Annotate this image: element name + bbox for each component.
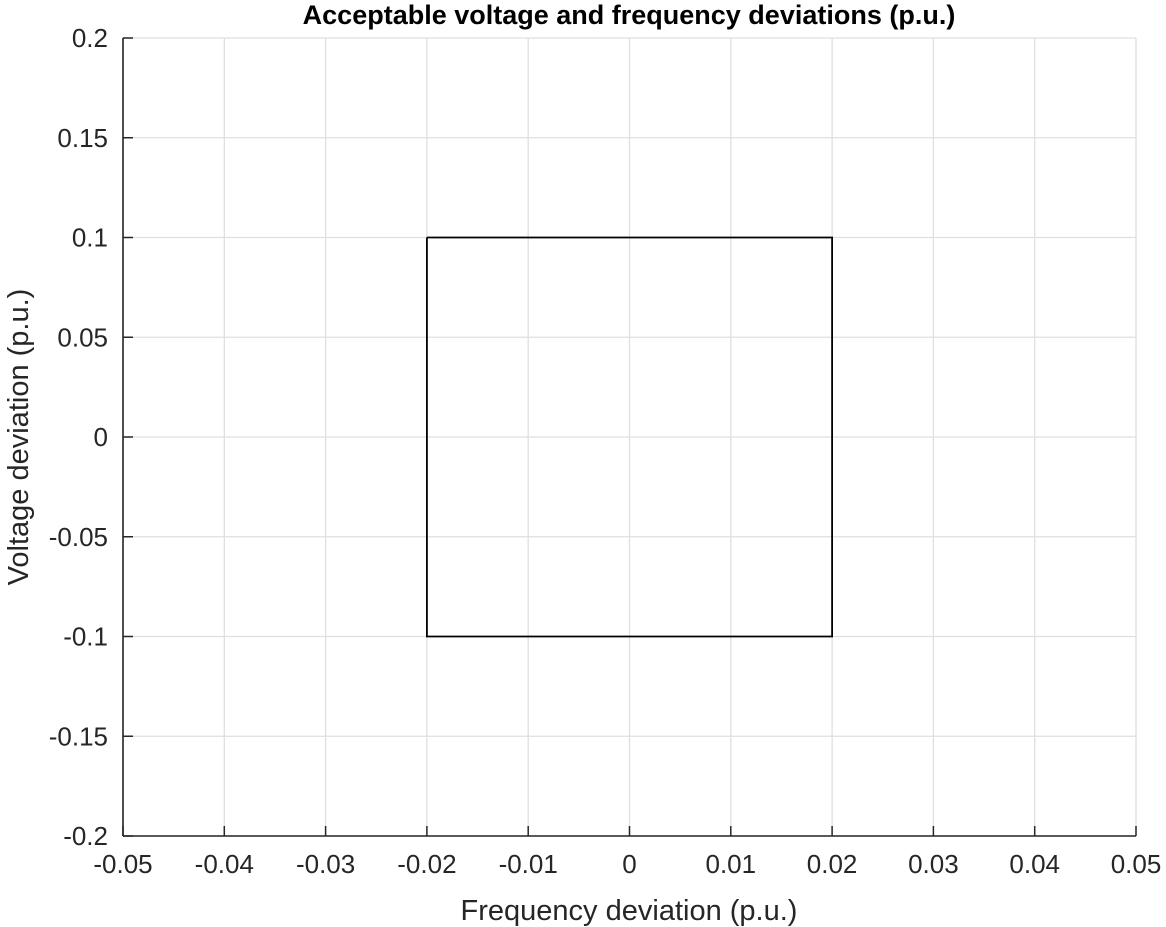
y-axis-label: Voltage deviation (p.u.) <box>3 289 35 586</box>
x-tick-label: -0.01 <box>499 849 558 879</box>
grid-layer <box>122 37 1137 837</box>
x-tick-label: -0.04 <box>195 849 254 879</box>
y-tick-label: -0.05 <box>49 522 108 552</box>
y-tick-label: 0 <box>94 422 108 452</box>
y-tick-label: 0.1 <box>72 223 108 253</box>
y-tick-label: -0.2 <box>63 821 108 851</box>
x-tick-label: -0.03 <box>296 849 355 879</box>
x-tick-label: 0.01 <box>705 849 756 879</box>
y-tick-label: -0.15 <box>49 721 108 751</box>
tick-layer: -0.05 -0.04 -0.03 -0.02 -0.01 0 0.01 0.02 0.03 0.… <box>49 23 1162 879</box>
y-tick-label: 0.15 <box>57 123 108 153</box>
x-tick-label: -0.05 <box>93 849 152 879</box>
x-tick-label: 0.04 <box>1009 849 1060 879</box>
x-tick-label: 0.02 <box>807 849 858 879</box>
x-tick-label: 0.03 <box>908 849 959 879</box>
series-layer <box>425 236 833 638</box>
x-tick-label: 0 <box>622 849 636 879</box>
y-tick-label: 0.2 <box>72 23 108 53</box>
x-tick-label: -0.02 <box>397 849 456 879</box>
x-tick-label: 0.05 <box>1111 849 1162 879</box>
chart-title: Acceptable voltage and frequency deviati… <box>303 0 956 30</box>
series-line-0 <box>425 236 833 638</box>
y-tick-label: -0.1 <box>63 622 108 652</box>
x-axis-label: Frequency deviation (p.u.) <box>461 895 798 927</box>
y-tick-label: 0.05 <box>57 322 108 352</box>
